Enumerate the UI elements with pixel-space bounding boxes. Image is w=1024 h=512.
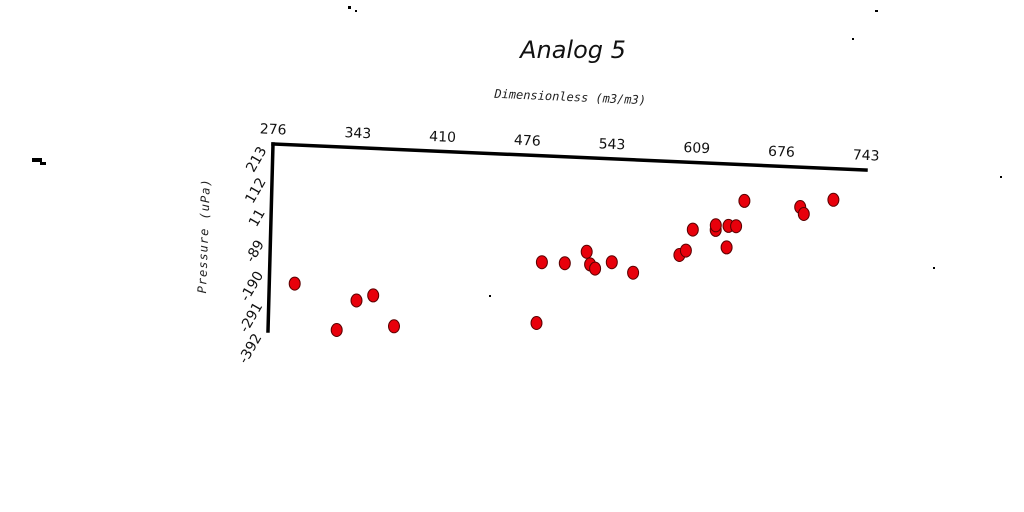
x-tick-label: 343: [344, 125, 371, 142]
y-tick-label: 11: [246, 206, 269, 229]
data-point: [580, 244, 593, 259]
data-point: [350, 293, 363, 308]
x-tick-label: 676: [768, 144, 795, 161]
data-point: [709, 218, 722, 233]
data-point: [627, 265, 640, 280]
x-tick-label: 276: [259, 121, 286, 138]
data-points: [288, 192, 840, 337]
data-point: [367, 288, 380, 303]
data-point: [288, 276, 301, 291]
data-point: [720, 240, 733, 255]
y-tick-label: -392: [236, 331, 266, 367]
data-point: [558, 256, 571, 271]
y-tick-label: -89: [243, 238, 268, 266]
y-tick-label: 112: [242, 175, 269, 206]
y-axis-line: [266, 142, 275, 333]
y-axis-label: Pressure (uPa): [195, 178, 213, 294]
data-point: [589, 261, 602, 276]
data-point: [535, 255, 548, 270]
x-axis-ticks: 276 343 410 476 543 609 676 743: [259, 121, 879, 164]
y-tick-label: -291: [237, 300, 267, 336]
x-axis-line: [271, 142, 868, 172]
x-tick-label: 476: [514, 133, 541, 150]
data-point: [330, 323, 343, 337]
data-point: [530, 316, 543, 330]
data-point: [827, 192, 840, 207]
x-tick-label: 609: [683, 140, 710, 157]
data-point: [605, 255, 618, 270]
y-tick-label: -190: [237, 269, 267, 305]
x-tick-label: 743: [852, 147, 879, 164]
chart-title: Analog 5: [518, 36, 626, 64]
data-point: [388, 319, 400, 334]
x-tick-label: 410: [429, 129, 456, 146]
x-axis-label: Dimensionless (m3/m3): [493, 87, 646, 108]
data-point: [797, 207, 810, 221]
x-tick-label: 543: [598, 136, 625, 153]
data-point: [738, 193, 751, 208]
data-point: [679, 243, 692, 258]
data-point: [686, 222, 699, 237]
y-tick-label: 213: [243, 144, 270, 175]
data-point: [730, 219, 743, 234]
background-specks: [32, 6, 1002, 297]
